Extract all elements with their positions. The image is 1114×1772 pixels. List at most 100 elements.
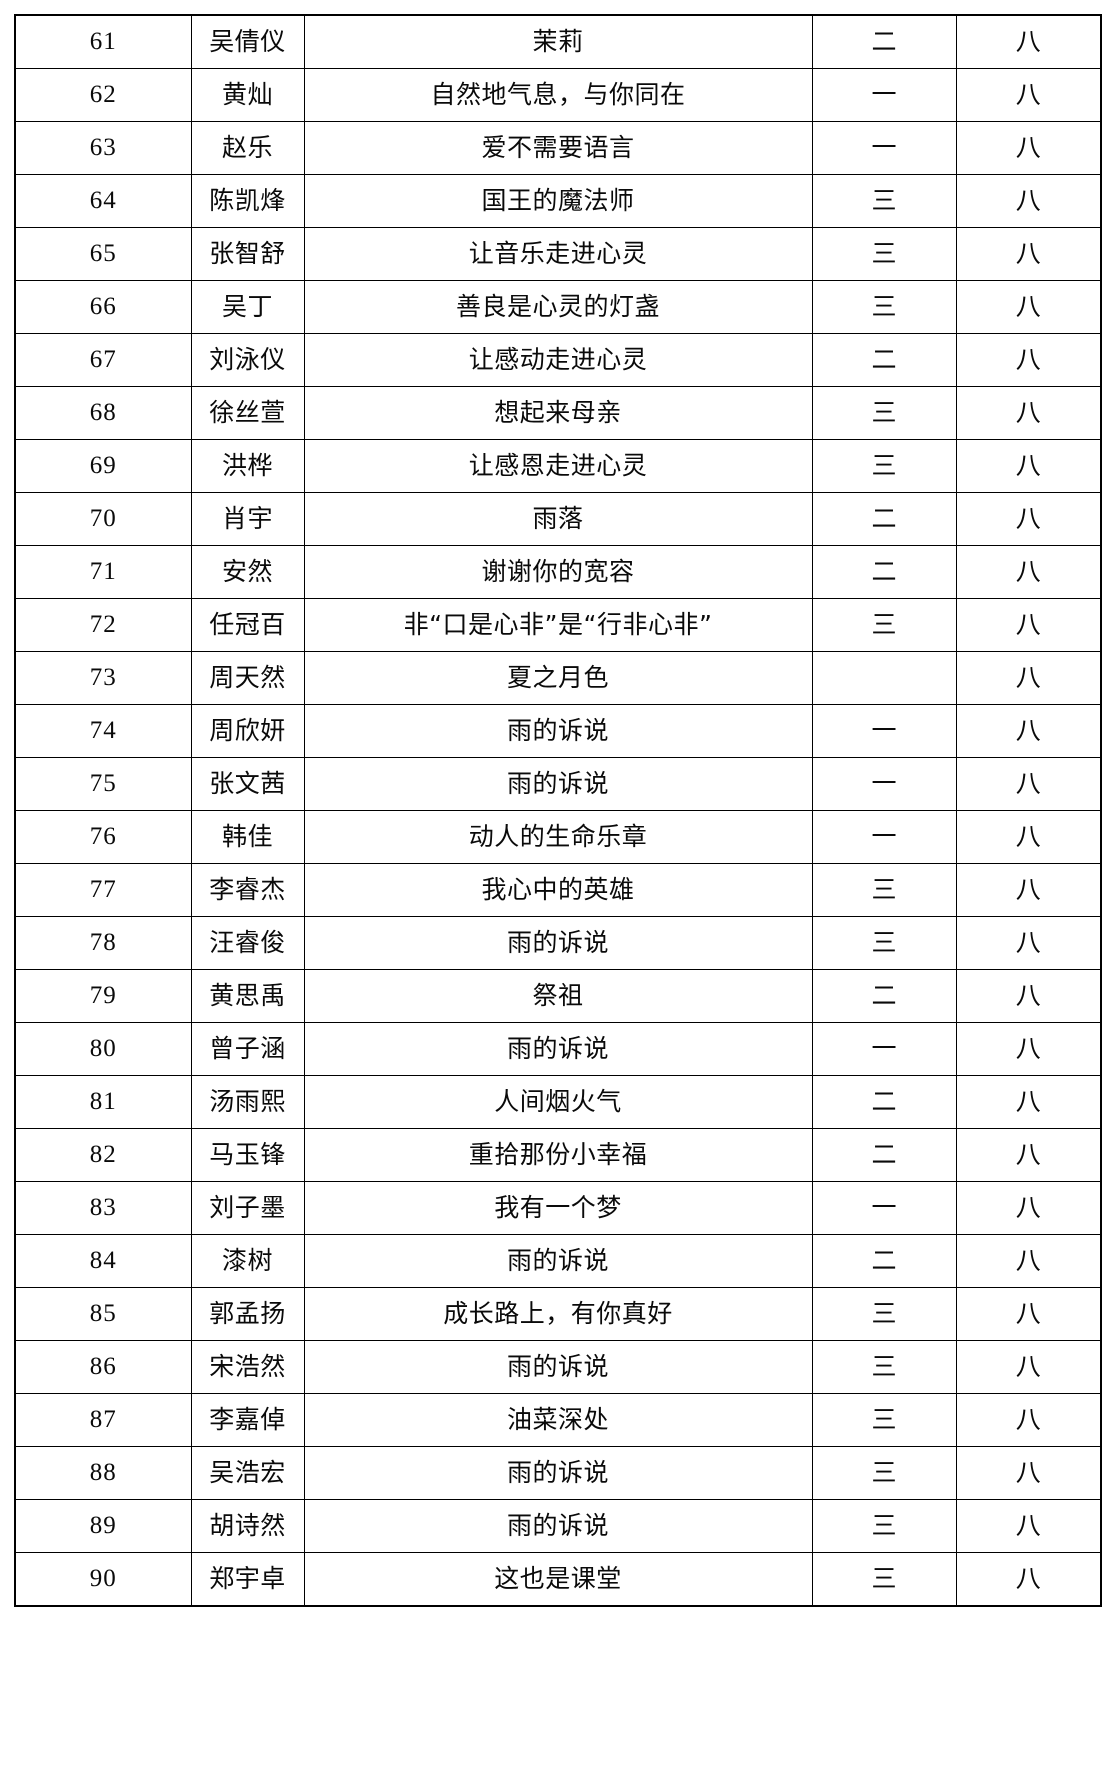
- cell-title: 茉莉: [303, 14, 813, 69]
- cell-name: 赵乐: [190, 121, 305, 175]
- table-row: 69 洪桦 让感恩走进心灵三八: [14, 439, 1102, 493]
- table-row: 80 曾子涵 雨的诉说一八: [14, 1022, 1102, 1076]
- table-row: 64 陈凯烽 国王的魔法师三八: [14, 174, 1102, 228]
- cell-class: 八: [955, 1446, 1102, 1500]
- cell-index: 62: [14, 68, 192, 122]
- cell-class: 八: [955, 1128, 1102, 1182]
- cell-title: 我心中的英雄: [303, 863, 813, 917]
- cell-title: 人间烟火气: [303, 1075, 813, 1129]
- cell-name: 曾子涵: [190, 1022, 305, 1076]
- cell-class: 八: [955, 68, 1102, 122]
- cell-name: 宋浩然: [190, 1340, 305, 1394]
- roster-table-body: 61 吴倩仪 茉莉二八 62 黄灿 自然地气息，与你同在一八 63 赵乐 爱不需要语言一八 64 陈…: [14, 14, 1102, 1607]
- cell-title: 雨的诉说: [303, 1022, 813, 1076]
- cell-class: 八: [955, 1181, 1102, 1235]
- cell-index: 87: [14, 1393, 192, 1447]
- cell-grade: 二: [811, 1128, 957, 1182]
- cell-index: 90: [14, 1552, 192, 1607]
- cell-class: 八: [955, 121, 1102, 175]
- cell-grade: 三: [811, 439, 957, 493]
- cell-name: 吴倩仪: [190, 14, 305, 69]
- cell-class: 八: [955, 704, 1102, 758]
- cell-grade: 三: [811, 1552, 957, 1607]
- cell-grade: 三: [811, 1287, 957, 1341]
- cell-index: 89: [14, 1499, 192, 1553]
- cell-class: 八: [955, 916, 1102, 970]
- table-row: 68 徐丝萱 想起来母亲三八: [14, 386, 1102, 440]
- cell-class: 八: [955, 1022, 1102, 1076]
- cell-index: 72: [14, 598, 192, 652]
- table-row: 66 吴丁 善良是心灵的灯盏三八: [14, 280, 1102, 334]
- cell-grade: 二: [811, 492, 957, 546]
- cell-index: 68: [14, 386, 192, 440]
- table-row: 85 郭孟扬 成长路上，有你真好三八: [14, 1287, 1102, 1341]
- table-row: 90 郑宇卓 这也是课堂三八: [14, 1552, 1102, 1607]
- cell-index: 79: [14, 969, 192, 1023]
- roster-table: 61 吴倩仪 茉莉二八 62 黄灿 自然地气息，与你同在一八 63 赵乐 爱不需要语言一八 64 陈…: [14, 14, 1102, 1607]
- cell-name: 张文茜: [190, 757, 305, 811]
- cell-class: 八: [955, 280, 1102, 334]
- cell-grade: 三: [811, 280, 957, 334]
- cell-class: 八: [955, 1075, 1102, 1129]
- cell-grade: 三: [811, 916, 957, 970]
- cell-class: 八: [955, 545, 1102, 599]
- cell-index: 85: [14, 1287, 192, 1341]
- cell-title: 爱不需要语言: [303, 121, 813, 175]
- table-row: 87 李嘉倬 油菜深处三八: [14, 1393, 1102, 1447]
- cell-grade: 三: [811, 174, 957, 228]
- cell-title: 国王的魔法师: [303, 174, 813, 228]
- cell-title: 祭祖: [303, 969, 813, 1023]
- cell-index: 69: [14, 439, 192, 493]
- cell-name: 陈凯烽: [190, 174, 305, 228]
- cell-name: 郭孟扬: [190, 1287, 305, 1341]
- cell-class: 八: [955, 1499, 1102, 1553]
- cell-grade: 三: [811, 386, 957, 440]
- cell-name: 任冠百: [190, 598, 305, 652]
- cell-index: 88: [14, 1446, 192, 1500]
- cell-title: 雨的诉说: [303, 1340, 813, 1394]
- table-row: 63 赵乐 爱不需要语言一八: [14, 121, 1102, 175]
- cell-grade: 一: [811, 704, 957, 758]
- cell-grade: 二: [811, 1234, 957, 1288]
- cell-name: 黄灿: [190, 68, 305, 122]
- cell-grade: 一: [811, 810, 957, 864]
- cell-index: 61: [14, 14, 192, 69]
- table-row: 75 张文茜 雨的诉说一八: [14, 757, 1102, 811]
- table-row: 83 刘子墨 我有一个梦一八: [14, 1181, 1102, 1235]
- table-row: 86 宋浩然 雨的诉说三八: [14, 1340, 1102, 1394]
- table-row: 72 任冠百 非“口是心非”是“行非心非” 三八: [14, 598, 1102, 652]
- table-row: 79 黄思禹 祭祖二八: [14, 969, 1102, 1023]
- cell-title: 夏之月色: [303, 651, 813, 705]
- cell-title: 雨的诉说: [303, 757, 813, 811]
- table-row: 74 周欣妍 雨的诉说一八: [14, 704, 1102, 758]
- cell-title: 我有一个梦: [303, 1181, 813, 1235]
- cell-class: 八: [955, 1552, 1102, 1607]
- cell-name: 马玉锋: [190, 1128, 305, 1182]
- table-row: 84 漆树 雨的诉说二八: [14, 1234, 1102, 1288]
- roster-table-wrapper: 61 吴倩仪 茉莉二八 62 黄灿 自然地气息，与你同在一八 63 赵乐 爱不需要语言一八 64 陈…: [14, 14, 1102, 1607]
- cell-grade: 三: [811, 1340, 957, 1394]
- cell-name: 李睿杰: [190, 863, 305, 917]
- cell-title: 想起来母亲: [303, 386, 813, 440]
- table-row: 78 汪睿俊 雨的诉说三八: [14, 916, 1102, 970]
- cell-class: 八: [955, 969, 1102, 1023]
- cell-class: 八: [955, 439, 1102, 493]
- cell-name: 李嘉倬: [190, 1393, 305, 1447]
- cell-class: 八: [955, 227, 1102, 281]
- cell-index: 83: [14, 1181, 192, 1235]
- cell-grade: 一: [811, 121, 957, 175]
- cell-name: 吴浩宏: [190, 1446, 305, 1500]
- cell-grade: 一: [811, 1181, 957, 1235]
- cell-name: 周天然: [190, 651, 305, 705]
- cell-index: 78: [14, 916, 192, 970]
- cell-name: 刘泳仪: [190, 333, 305, 387]
- cell-name: 刘子墨: [190, 1181, 305, 1235]
- cell-name: 黄思禹: [190, 969, 305, 1023]
- table-row: 61 吴倩仪 茉莉二八: [14, 14, 1102, 69]
- cell-grade: [811, 651, 957, 705]
- cell-index: 65: [14, 227, 192, 281]
- cell-index: 73: [14, 651, 192, 705]
- cell-title: 雨落: [303, 492, 813, 546]
- cell-grade: 二: [811, 333, 957, 387]
